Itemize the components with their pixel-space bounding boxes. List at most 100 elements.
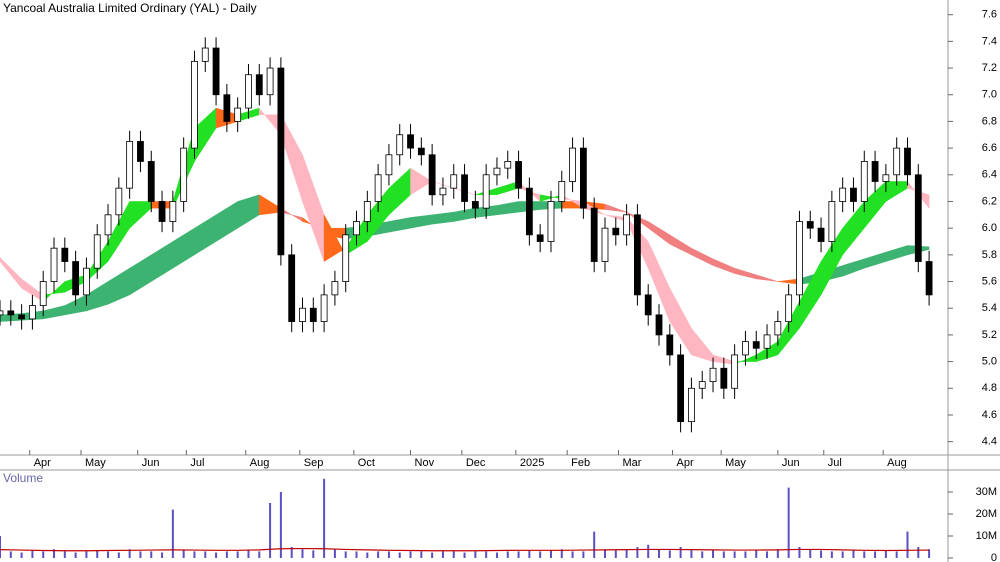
x-tick-label: May [85,457,106,469]
candle-body [93,234,101,269]
candle-body [688,387,695,423]
volume-bar [658,549,661,558]
candle-body [493,167,501,176]
volume-bar [387,551,390,558]
volume-bar [495,552,498,558]
candle-body [817,227,825,242]
volume-bar [312,550,315,558]
candle-body [288,254,296,322]
volume-bar [42,551,45,558]
volume-bar [463,552,466,558]
volume-bar [279,492,282,558]
candle-body [147,161,155,202]
volume-bar [225,551,228,558]
candle-body [266,67,274,96]
candle-body [655,314,663,336]
candle-body [601,227,609,262]
volume-bar [809,549,812,558]
x-tick-label: Jun [782,457,800,469]
candle-body [871,161,879,182]
volume-bar [766,551,769,558]
x-tick-label: Dec [466,457,486,469]
volume-panel [0,478,931,558]
chart-title: Yancoal Australia Limited Ordinary (YAL)… [3,1,257,15]
volume-bar [474,551,477,558]
volume-ma-line [0,547,930,552]
volume-bar [366,552,369,558]
volume-bar [161,552,164,558]
volume-bar [603,549,606,558]
volume-bar [409,551,412,558]
candle-body [579,147,587,209]
volume-label: Volume [3,471,43,485]
volume-bar [247,550,250,558]
candle-body [396,134,404,156]
volume-bar [431,552,434,558]
volume-bar [506,551,509,558]
candle-body [126,141,134,189]
candle-body [558,181,566,202]
volume-bar [9,551,12,558]
candle-body [299,307,306,322]
candle-body [407,134,414,149]
volume-bar [517,551,520,558]
x-tick-label: Mar [622,457,641,469]
volume-bar [701,551,704,558]
volume-bar [150,551,153,558]
x-tick-label: Feb [571,457,590,469]
candle-body [709,367,717,383]
volume-bar [690,549,693,558]
y-tick-label: 5.8 [982,249,997,261]
candle-body [223,94,231,122]
volume-bar [182,550,185,558]
volume-bar [528,550,531,558]
volume-bar [863,551,866,558]
candle-body [331,281,339,296]
candle-body [29,305,36,320]
candle-body [191,60,198,149]
ma-ribbon-segment [604,203,627,213]
candle-body [309,307,317,322]
y-tick-label: 6.4 [982,169,997,181]
x-tick-label: Jun [142,457,160,469]
volume-bar [171,509,174,558]
candle-body [234,107,242,122]
volume-bar [571,551,574,558]
volume-bar [830,551,833,558]
candle-body [860,161,868,202]
volume-bar [712,550,715,558]
volume-bar [355,551,358,558]
candle-body [590,207,598,262]
candle-body [925,261,933,296]
candle-body [677,354,685,423]
volume-bar [593,531,596,558]
candle-body [882,174,890,182]
candle-body [245,74,252,109]
candle-body [763,334,771,349]
volume-bar [668,550,671,558]
candle-body [385,154,393,176]
candle-body [482,174,490,209]
x-tick-label: Apr [677,457,694,469]
candle-body [39,281,47,306]
candle-body [363,201,371,222]
volume-bar [647,544,650,558]
candle-body [515,161,522,189]
y-tick-label: 7.6 [982,9,997,21]
volume-bar [74,552,77,558]
volume-bar [787,487,790,558]
y-tick-label: 7.4 [982,35,997,47]
volume-bar [582,551,585,558]
candle-body [806,221,814,229]
volume-bar [31,550,34,558]
candle-body [839,187,847,202]
y-tick-label: 4.4 [982,436,997,448]
volume-bar [0,536,1,558]
volume-bar [625,549,628,558]
volume-bar [452,551,455,558]
candle-body [828,201,836,242]
candle-body [569,147,576,182]
volume-tick-label: 20M [976,508,997,520]
candle-body [914,174,922,262]
candle-body [72,261,80,296]
